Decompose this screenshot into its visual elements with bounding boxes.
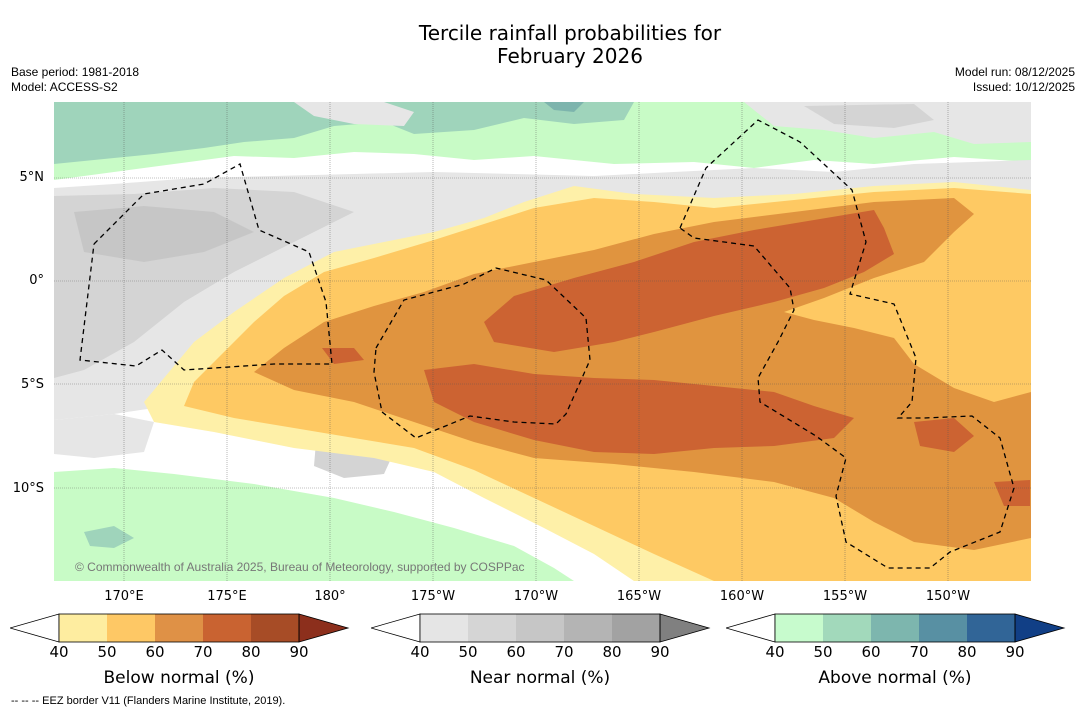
tick: 50 xyxy=(813,643,833,661)
lon-label-165w: 165°W xyxy=(616,589,662,604)
model-run: Model run: 08/12/2025 xyxy=(954,65,1075,79)
tick: 90 xyxy=(650,643,670,661)
cbar-below-over xyxy=(298,613,350,643)
tick: 50 xyxy=(97,643,117,661)
tick: 60 xyxy=(861,643,881,661)
cbar-above-70 xyxy=(871,614,919,642)
near-normal-60-west xyxy=(74,206,254,262)
lon-label-180: 180° xyxy=(314,589,346,604)
tick: 40 xyxy=(49,643,69,661)
cbar-below-under xyxy=(10,613,60,643)
below-normal-60 xyxy=(254,198,1031,550)
near-normal-ne-inner xyxy=(804,104,934,128)
lon-label-170w: 170°W xyxy=(513,589,559,604)
lon-label-175w: 175°W xyxy=(410,589,456,604)
graticule xyxy=(54,102,1031,581)
meta-right: Model run: 08/12/2025 Issued: 10/12/2025 xyxy=(955,65,1075,95)
cbar-near-70 xyxy=(516,614,564,642)
model-name: Model: ACCESS-S2 xyxy=(11,80,118,94)
lon-label-150w: 150°W xyxy=(925,589,971,604)
cbar-below-90 xyxy=(251,614,299,642)
below-normal-70-se xyxy=(914,418,974,452)
colorbar-near-normal xyxy=(371,613,711,643)
above-normal-50-north xyxy=(54,102,634,164)
lat-label-5n: 5°N xyxy=(19,170,45,185)
above-normal-50-south xyxy=(84,526,134,548)
cbar-near-80 xyxy=(564,614,612,642)
colorbar-label-above: Above normal (%) xyxy=(818,668,972,688)
tick: 60 xyxy=(145,643,165,661)
tick: 70 xyxy=(193,643,213,661)
cbar-below-60 xyxy=(107,614,155,642)
cbar-below-80 xyxy=(203,614,251,642)
tick: 90 xyxy=(1005,643,1025,661)
tick: 90 xyxy=(289,643,309,661)
colorbar-below-normal xyxy=(10,613,350,643)
cbar-near-90 xyxy=(612,614,660,642)
cbar-above-over xyxy=(1014,613,1066,643)
colorbar-above-normal xyxy=(726,613,1066,643)
rainfall-probability-map: © Commonwealth of Australia 2025, Bureau… xyxy=(54,102,1031,581)
tick: 40 xyxy=(410,643,430,661)
below-normal-70-east xyxy=(994,480,1030,506)
issued-date: Issued: 10/12/2025 xyxy=(972,80,1075,94)
map-title: Tercile rainfall probabilities for Febru… xyxy=(0,22,1085,68)
tick: 60 xyxy=(506,643,526,661)
tick: 80 xyxy=(602,643,622,661)
title-line-2: February 2026 xyxy=(497,44,643,68)
above-normal-60-north xyxy=(544,102,584,112)
near-normal-north-patch xyxy=(294,102,414,126)
title-line-1: Tercile rainfall probabilities for xyxy=(418,21,722,45)
colorbar-label-near: Near normal (%) xyxy=(469,668,611,688)
cbar-above-60 xyxy=(823,614,871,642)
tick: 70 xyxy=(909,643,929,661)
tick: 80 xyxy=(241,643,261,661)
cbar-near-over xyxy=(659,613,711,643)
cbar-below-50 xyxy=(59,614,107,642)
tick: 40 xyxy=(765,643,785,661)
lon-label-170e: 170°E xyxy=(104,589,144,604)
lat-label-10s: 10°S xyxy=(12,481,44,496)
map-copyright: © Commonwealth of Australia 2025, Bureau… xyxy=(75,560,525,574)
near-normal-40-south xyxy=(54,414,154,458)
cbar-near-under xyxy=(371,613,421,643)
below-normal-70-dot xyxy=(322,348,364,364)
lat-label-5s: 5°S xyxy=(20,377,44,392)
above-normal-40-south xyxy=(54,468,574,581)
meta-left: Base period: 1981-2018 Model: ACCESS-S2 xyxy=(11,65,139,95)
cbar-above-90 xyxy=(967,614,1015,642)
cbar-near-60 xyxy=(468,614,516,642)
tick: 50 xyxy=(458,643,478,661)
cbar-near-50 xyxy=(420,614,468,642)
cbar-below-70 xyxy=(155,614,203,642)
eez-footnote: -- -- -- EEZ border V11 (Flanders Marine… xyxy=(11,695,286,707)
tick: 80 xyxy=(957,643,977,661)
tick: 70 xyxy=(554,643,574,661)
lat-label-0: 0° xyxy=(29,273,44,288)
lon-label-175e: 175°E xyxy=(207,589,247,604)
base-period: Base period: 1981-2018 xyxy=(11,65,140,79)
lon-label-160w: 160°W xyxy=(719,589,765,604)
cbar-above-80 xyxy=(919,614,967,642)
cbar-above-50 xyxy=(775,614,823,642)
colorbar-label-below: Below normal (%) xyxy=(103,668,255,688)
eez-borders xyxy=(79,119,1015,569)
cbar-above-under xyxy=(726,613,776,643)
lon-label-155w: 155°W xyxy=(822,589,868,604)
